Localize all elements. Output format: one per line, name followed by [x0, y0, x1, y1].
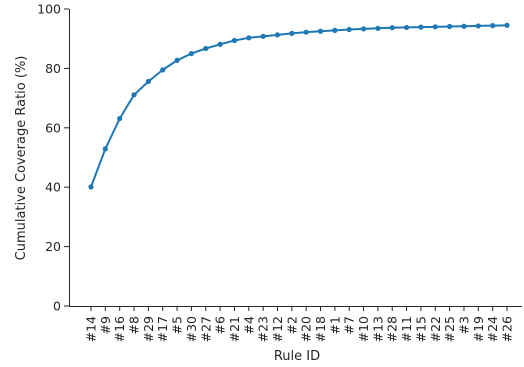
data-point [231, 37, 238, 44]
data-point [188, 50, 195, 57]
y-axis-ticks: 0 20 40 60 80 100 [37, 2, 69, 314]
y-tick-label: 40 [45, 180, 61, 195]
x-tick-label: #29 [141, 316, 156, 342]
data-point [475, 23, 481, 29]
x-tick-label: #28 [385, 316, 400, 342]
data-point [461, 23, 467, 29]
x-tick-label: #16 [112, 316, 127, 342]
x-tick-label: #14 [84, 316, 99, 342]
x-tick-label: #19 [471, 316, 486, 342]
series-line [90, 24, 508, 188]
data-point [174, 57, 180, 63]
data-point [375, 25, 381, 31]
x-tick-label: #7 [342, 316, 357, 334]
data-point [303, 29, 309, 35]
x-tick-label: #27 [198, 316, 213, 342]
data-point [246, 35, 252, 41]
data-point [432, 24, 438, 30]
x-tick-label: #23 [256, 316, 271, 342]
x-tick-label: #22 [428, 316, 443, 342]
x-tick-label: #6 [213, 316, 228, 334]
y-axis-title: Cumulative Coverage Ratio (%) [14, 56, 29, 261]
data-point [131, 92, 137, 98]
data-point [217, 41, 223, 47]
data-point [389, 25, 395, 31]
x-tick-label: #26 [500, 316, 515, 342]
x-tick-label: #30 [184, 316, 199, 342]
x-tick-label: #8 [127, 316, 142, 334]
data-point [117, 115, 123, 122]
data-point [418, 24, 424, 30]
data-point [289, 30, 295, 36]
x-axis-ticks: #14 #9 #16 #8 #29 #17 #5 #30 #27 #6 #21 #4 #23 #12 #2 #… [84, 306, 515, 342]
x-tick-label: #24 [485, 316, 500, 342]
y-tick-label: 100 [37, 2, 61, 17]
x-tick-label: #25 [442, 316, 457, 342]
data-point [274, 32, 281, 38]
y-tick-label: 20 [45, 239, 61, 254]
y-tick-label: 0 [53, 299, 61, 314]
data-point [145, 78, 151, 85]
x-tick-label: #5 [170, 316, 185, 334]
data-point [346, 26, 352, 33]
x-tick-label: #13 [370, 316, 385, 342]
x-tick-label: #11 [399, 316, 414, 342]
data-point [403, 24, 410, 31]
data-point [447, 23, 453, 30]
x-tick-label: #3 [456, 316, 471, 334]
data-point [332, 27, 338, 33]
x-tick-label: #20 [299, 316, 314, 342]
data-point [203, 45, 209, 52]
x-tick-label: #4 [241, 316, 256, 334]
x-tick-label: #9 [98, 316, 113, 334]
x-tick-label: #12 [270, 316, 285, 342]
data-point [160, 67, 166, 73]
data-point [490, 23, 496, 29]
data-point [317, 28, 324, 34]
x-tick-label: #18 [313, 316, 328, 342]
data-point [504, 22, 510, 28]
data-point [88, 184, 94, 190]
x-tick-label: #10 [356, 316, 371, 342]
y-tick-label: 80 [45, 61, 61, 76]
x-tick-label: #2 [284, 316, 299, 334]
data-point [102, 146, 108, 152]
plot-area [88, 22, 510, 190]
x-tick-label: #15 [413, 316, 428, 342]
x-tick-label: #21 [227, 316, 242, 342]
x-axis-title: Rule ID [274, 349, 320, 364]
data-point [360, 26, 367, 32]
x-tick-label: #1 [327, 316, 342, 334]
data-point [260, 33, 266, 39]
y-tick-label: 60 [45, 120, 61, 135]
x-tick-label: #17 [155, 316, 170, 342]
